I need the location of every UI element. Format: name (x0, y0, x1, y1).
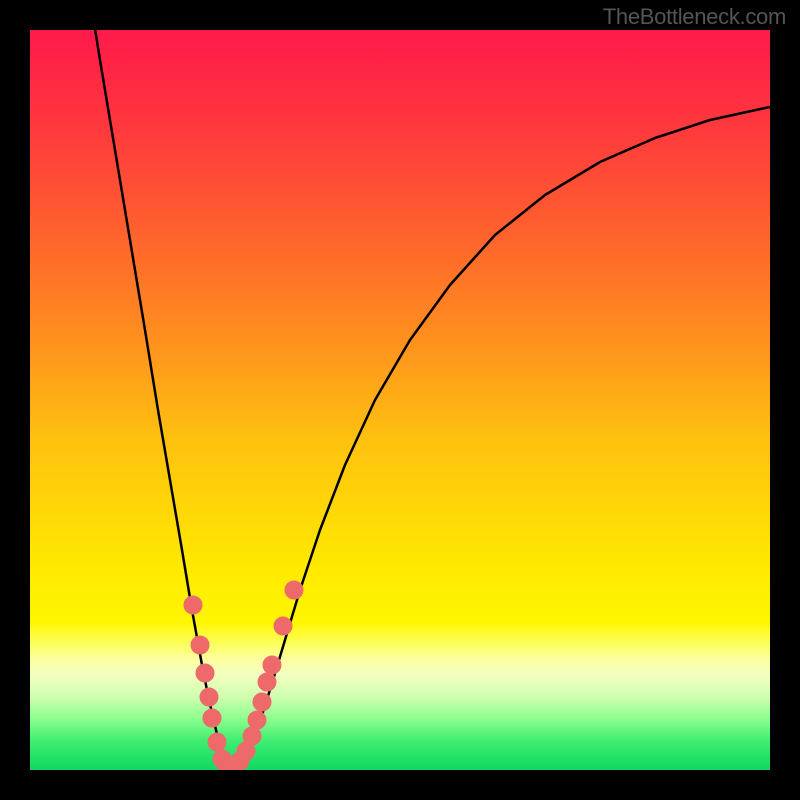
data-marker (200, 688, 218, 706)
data-marker (253, 693, 271, 711)
data-marker (243, 727, 261, 745)
data-marker (191, 636, 209, 654)
data-marker (248, 711, 266, 729)
data-marker (274, 617, 292, 635)
data-marker (258, 673, 276, 691)
attribution-label: TheBottleneck.com (603, 4, 786, 30)
data-marker (203, 709, 221, 727)
bottleneck-chart (0, 0, 800, 800)
data-marker (263, 656, 281, 674)
data-marker (208, 733, 226, 751)
data-marker (285, 581, 303, 599)
plot-background (30, 30, 770, 770)
chart-container: TheBottleneck.com (0, 0, 800, 800)
data-marker (184, 596, 202, 614)
data-marker (196, 664, 214, 682)
